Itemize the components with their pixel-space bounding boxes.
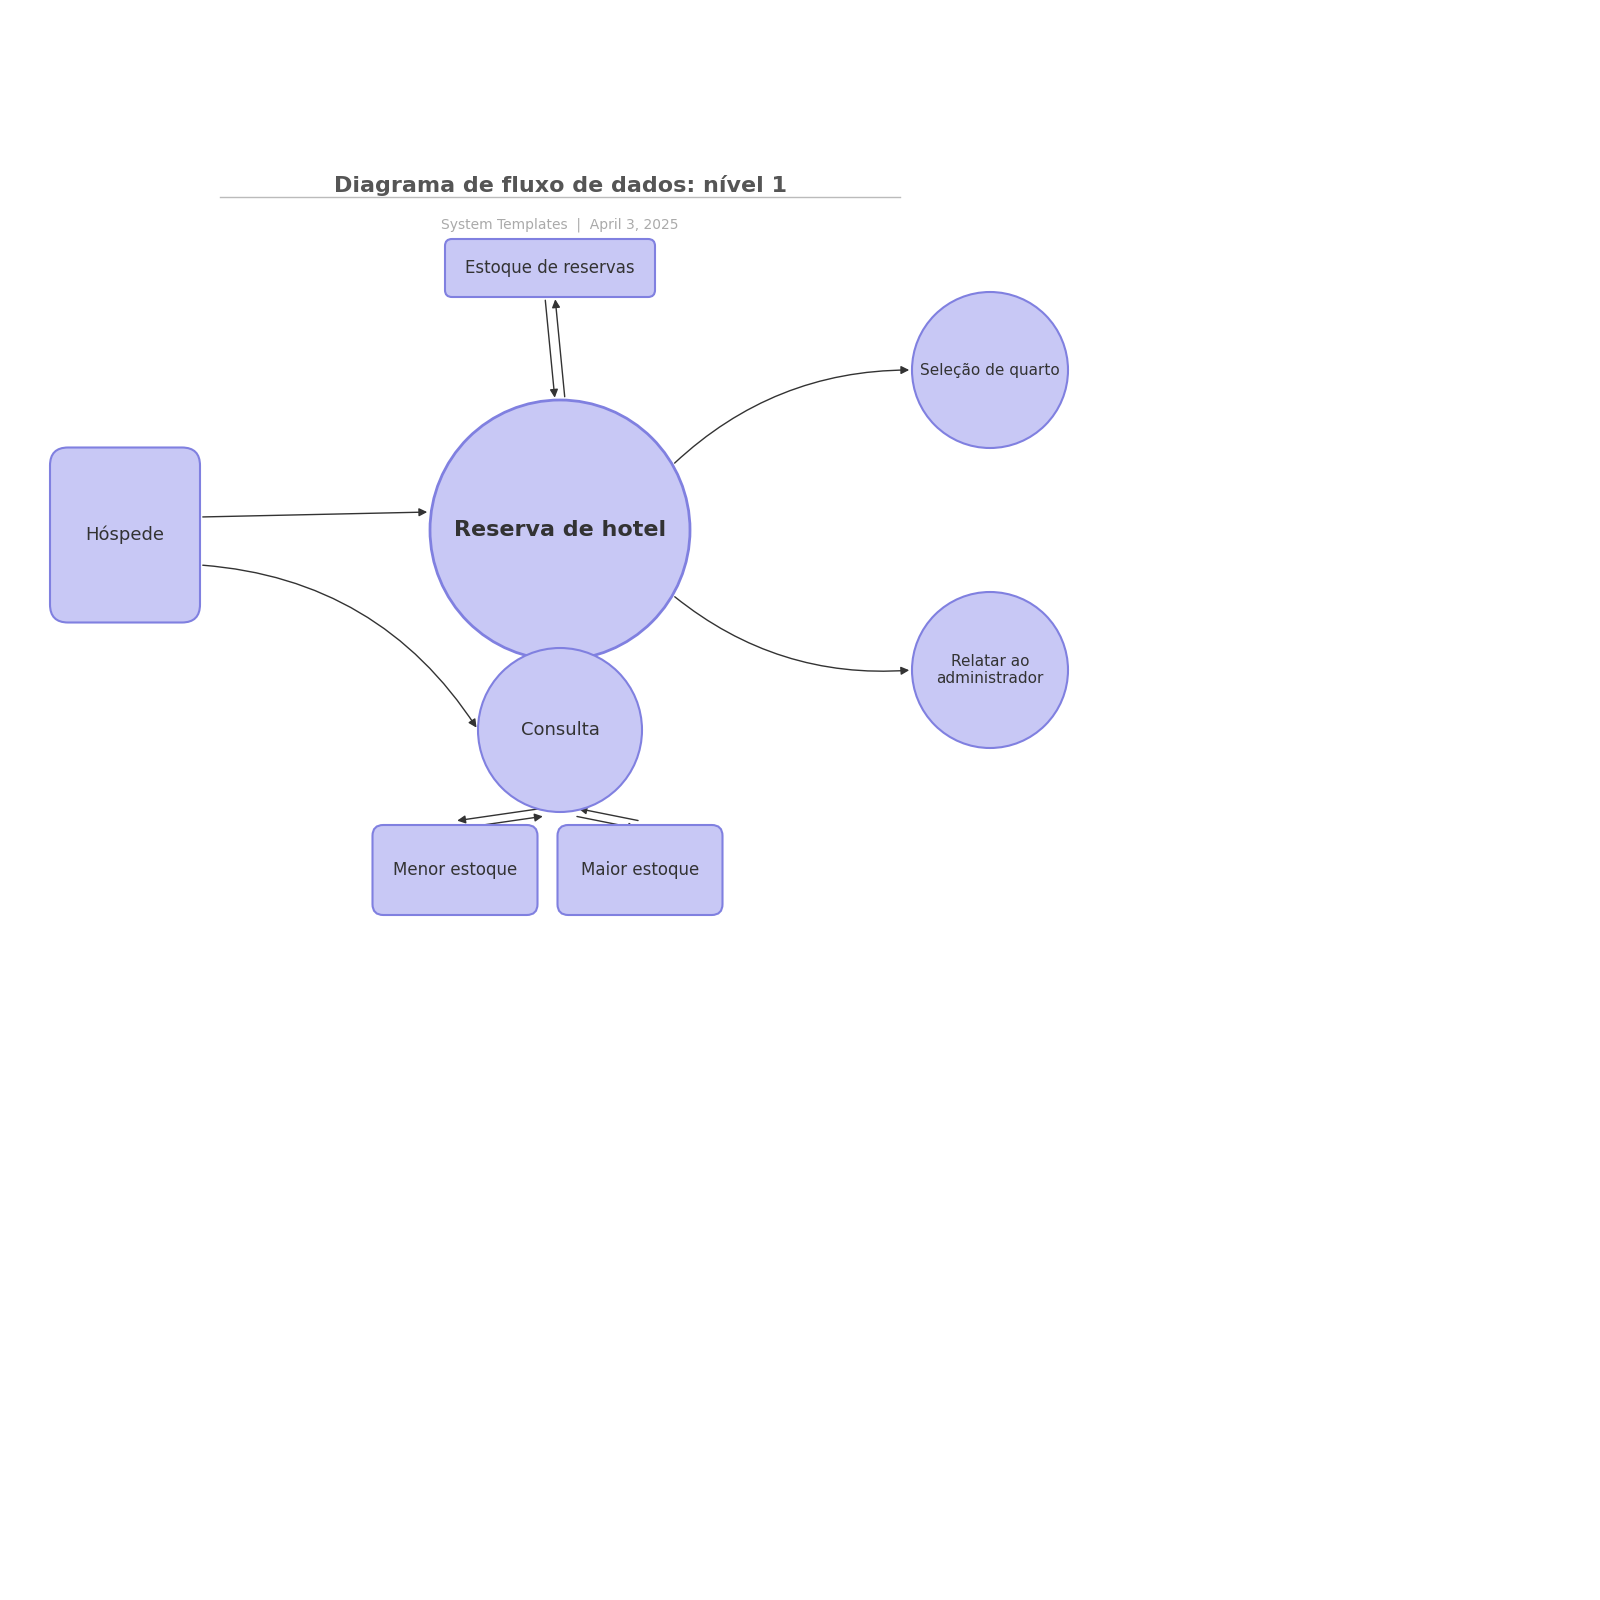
Circle shape bbox=[430, 400, 690, 659]
Text: Estoque de reservas: Estoque de reservas bbox=[466, 259, 635, 277]
Text: Menor estoque: Menor estoque bbox=[394, 861, 517, 878]
Text: Hóspede: Hóspede bbox=[85, 526, 165, 544]
Text: Maior estoque: Maior estoque bbox=[581, 861, 699, 878]
FancyBboxPatch shape bbox=[445, 238, 654, 298]
Text: Reserva de hotel: Reserva de hotel bbox=[454, 520, 666, 541]
Text: Consulta: Consulta bbox=[520, 722, 600, 739]
FancyBboxPatch shape bbox=[50, 448, 200, 622]
Circle shape bbox=[478, 648, 642, 813]
Circle shape bbox=[912, 592, 1069, 749]
FancyBboxPatch shape bbox=[557, 826, 723, 915]
FancyBboxPatch shape bbox=[373, 826, 538, 915]
Text: Diagrama de fluxo de dados: nível 1: Diagrama de fluxo de dados: nível 1 bbox=[333, 174, 787, 195]
Text: Relatar ao
administrador: Relatar ao administrador bbox=[936, 654, 1043, 686]
Text: System Templates  |  April 3, 2025: System Templates | April 3, 2025 bbox=[442, 218, 678, 232]
Text: Seleção de quarto: Seleção de quarto bbox=[920, 363, 1059, 378]
Circle shape bbox=[912, 291, 1069, 448]
